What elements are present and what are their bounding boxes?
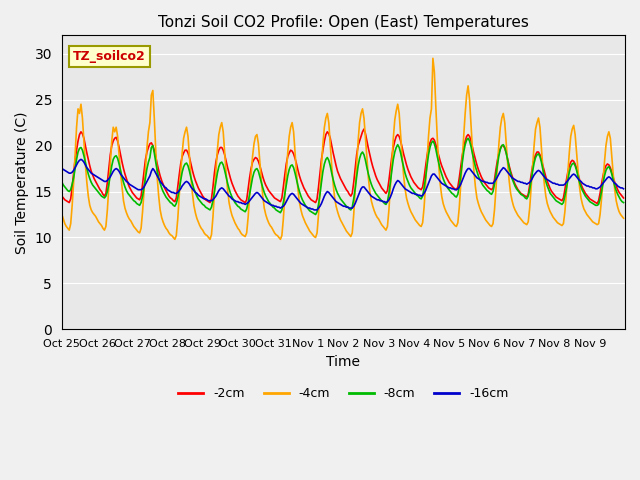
Text: TZ_soilco2: TZ_soilco2 — [73, 50, 146, 63]
X-axis label: Time: Time — [326, 355, 360, 369]
Title: Tonzi Soil CO2 Profile: Open (East) Temperatures: Tonzi Soil CO2 Profile: Open (East) Temp… — [158, 15, 529, 30]
Y-axis label: Soil Temperature (C): Soil Temperature (C) — [15, 111, 29, 253]
Legend: -2cm, -4cm, -8cm, -16cm: -2cm, -4cm, -8cm, -16cm — [173, 383, 513, 406]
